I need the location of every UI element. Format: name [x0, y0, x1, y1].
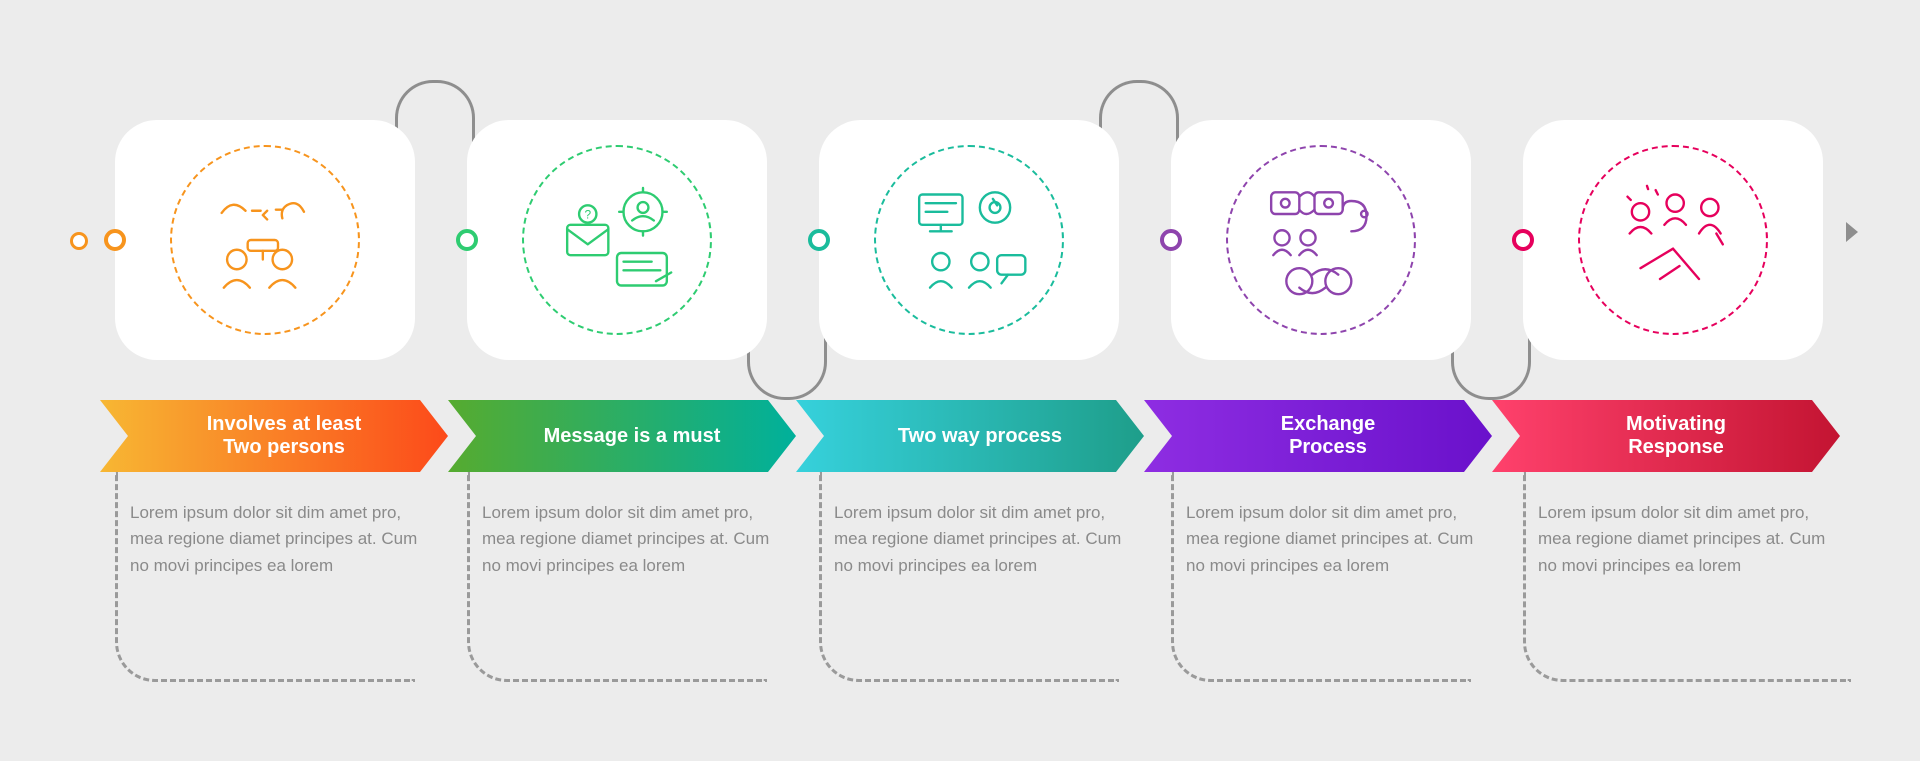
step-title: Motivating Response [1626, 413, 1726, 459]
cards-row: ? [115, 120, 1823, 360]
svg-text:?: ? [585, 207, 592, 221]
step-arrow: Message is a must [448, 400, 796, 472]
step-arrow: Two way process [796, 400, 1144, 472]
two-persons-icon [170, 145, 360, 335]
step-card [819, 120, 1119, 360]
step-description: Lorem ipsum dolor sit dim amet pro, mea … [482, 500, 772, 579]
step-card [115, 120, 415, 360]
infographic-stage: ? [0, 0, 1920, 761]
step-description: Lorem ipsum dolor sit dim amet pro, mea … [834, 500, 1124, 579]
step-description: Lorem ipsum dolor sit dim amet pro, mea … [130, 500, 420, 579]
step-arrow: Involves at least Two persons [100, 400, 448, 472]
motivating-icon [1578, 145, 1768, 335]
step-arrow: Exchange Process [1144, 400, 1492, 472]
step-card [1171, 120, 1471, 360]
end-arrow-icon [1846, 222, 1858, 242]
step-arrow: Motivating Response [1492, 400, 1840, 472]
step-description: Lorem ipsum dolor sit dim amet pro, mea … [1538, 500, 1828, 579]
step-title: Involves at least Two persons [207, 413, 362, 459]
descriptions-row: Lorem ipsum dolor sit dim amet pro, mea … [130, 500, 1828, 579]
step-title: Message is a must [544, 425, 721, 448]
step-card: ? [467, 120, 767, 360]
exchange-icon [1226, 145, 1416, 335]
step-title: Two way process [898, 425, 1062, 448]
node-dot [456, 229, 478, 251]
arrow-row: Involves at least Two persons Message is… [100, 400, 1840, 472]
node-dot [1160, 229, 1182, 251]
step-title: Exchange Process [1281, 413, 1375, 459]
node-dot [808, 229, 830, 251]
step-card [1523, 120, 1823, 360]
step-description: Lorem ipsum dolor sit dim amet pro, mea … [1186, 500, 1476, 579]
node-dot [1512, 229, 1534, 251]
two-way-icon [874, 145, 1064, 335]
message-icon: ? [522, 145, 712, 335]
node-dot [104, 229, 126, 251]
start-node-dot [70, 232, 88, 250]
